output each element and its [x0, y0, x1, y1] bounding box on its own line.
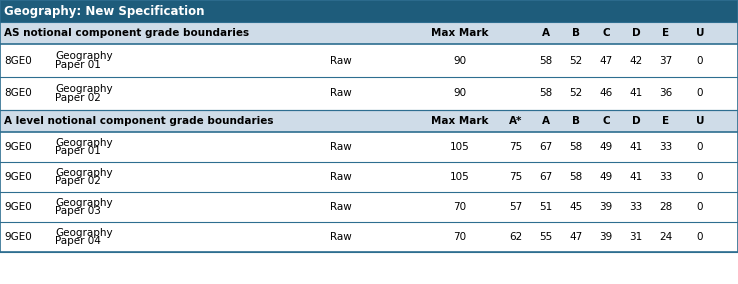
- Text: 41: 41: [630, 172, 643, 182]
- Text: Geography: New Specification: Geography: New Specification: [4, 5, 204, 18]
- Text: Paper 01: Paper 01: [55, 147, 101, 156]
- Bar: [0, 0, 738, 252]
- Text: 41: 41: [630, 142, 643, 152]
- Bar: [0, 162, 738, 192]
- Bar: [0, 0, 738, 22]
- Text: Raw: Raw: [330, 172, 352, 182]
- Text: AS notional component grade boundaries: AS notional component grade boundaries: [4, 28, 249, 38]
- Text: 33: 33: [659, 142, 672, 152]
- Text: 70: 70: [453, 232, 466, 242]
- Text: Max Mark: Max Mark: [431, 28, 489, 38]
- Text: Geography: Geography: [55, 227, 113, 237]
- Text: Paper 02: Paper 02: [55, 176, 101, 187]
- Text: A: A: [542, 28, 550, 38]
- Text: 75: 75: [509, 142, 523, 152]
- Text: 0: 0: [697, 55, 703, 66]
- Text: 46: 46: [599, 89, 613, 99]
- Text: D: D: [632, 116, 641, 126]
- Text: 33: 33: [630, 202, 643, 212]
- Bar: [0, 192, 738, 222]
- Text: B: B: [572, 28, 580, 38]
- Text: Raw: Raw: [330, 232, 352, 242]
- Text: 0: 0: [697, 202, 703, 212]
- Text: 36: 36: [659, 89, 672, 99]
- Text: 51: 51: [539, 202, 553, 212]
- Text: 39: 39: [599, 202, 613, 212]
- Text: 41: 41: [630, 89, 643, 99]
- Text: E: E: [663, 116, 669, 126]
- Bar: [0, 44, 738, 77]
- Text: U: U: [696, 28, 704, 38]
- Text: 0: 0: [697, 232, 703, 242]
- Text: 58: 58: [570, 172, 582, 182]
- Text: 105: 105: [450, 142, 470, 152]
- Text: 70: 70: [453, 202, 466, 212]
- Text: 105: 105: [450, 172, 470, 182]
- Text: 24: 24: [659, 232, 672, 242]
- Text: C: C: [602, 28, 610, 38]
- Text: 47: 47: [570, 232, 582, 242]
- Text: Geography: Geography: [55, 51, 113, 60]
- Text: Geography: Geography: [55, 83, 113, 93]
- Text: Paper 04: Paper 04: [55, 237, 101, 247]
- Bar: [0, 110, 738, 132]
- Text: 42: 42: [630, 55, 643, 66]
- Text: C: C: [602, 116, 610, 126]
- Text: D: D: [632, 28, 641, 38]
- Text: 39: 39: [599, 232, 613, 242]
- Bar: [0, 77, 738, 110]
- Text: 58: 58: [539, 89, 553, 99]
- Text: 90: 90: [453, 55, 466, 66]
- Text: A*: A*: [509, 116, 523, 126]
- Bar: [0, 132, 738, 162]
- Text: 57: 57: [509, 202, 523, 212]
- Text: 8GE0: 8GE0: [4, 89, 32, 99]
- Text: Paper 03: Paper 03: [55, 206, 101, 216]
- Text: Geography: Geography: [55, 197, 113, 208]
- Text: A: A: [542, 116, 550, 126]
- Text: 33: 33: [659, 172, 672, 182]
- Text: 45: 45: [570, 202, 582, 212]
- Text: Geography: Geography: [55, 168, 113, 178]
- Text: 90: 90: [453, 89, 466, 99]
- Text: Raw: Raw: [330, 202, 352, 212]
- Text: B: B: [572, 116, 580, 126]
- Text: Geography: Geography: [55, 137, 113, 147]
- Text: A level notional component grade boundaries: A level notional component grade boundar…: [4, 116, 274, 126]
- Text: 0: 0: [697, 142, 703, 152]
- Text: 62: 62: [509, 232, 523, 242]
- Text: U: U: [696, 116, 704, 126]
- Text: 31: 31: [630, 232, 643, 242]
- Text: 28: 28: [659, 202, 672, 212]
- Text: 9GE0: 9GE0: [4, 142, 32, 152]
- Text: 75: 75: [509, 172, 523, 182]
- Text: 8GE0: 8GE0: [4, 55, 32, 66]
- Text: 47: 47: [599, 55, 613, 66]
- Text: 37: 37: [659, 55, 672, 66]
- Text: 58: 58: [570, 142, 582, 152]
- Text: 49: 49: [599, 172, 613, 182]
- Bar: [0, 22, 738, 44]
- Text: 52: 52: [570, 55, 582, 66]
- Text: 0: 0: [697, 172, 703, 182]
- Text: 9GE0: 9GE0: [4, 202, 32, 212]
- Text: 49: 49: [599, 142, 613, 152]
- Text: E: E: [663, 28, 669, 38]
- Text: 52: 52: [570, 89, 582, 99]
- Text: 55: 55: [539, 232, 553, 242]
- Text: 9GE0: 9GE0: [4, 172, 32, 182]
- Bar: [0, 222, 738, 252]
- Text: 58: 58: [539, 55, 553, 66]
- Text: Paper 01: Paper 01: [55, 60, 101, 70]
- Text: Max Mark: Max Mark: [431, 116, 489, 126]
- Text: 9GE0: 9GE0: [4, 232, 32, 242]
- Text: Raw: Raw: [330, 142, 352, 152]
- Text: Raw: Raw: [330, 89, 352, 99]
- Text: 67: 67: [539, 142, 553, 152]
- Text: 67: 67: [539, 172, 553, 182]
- Text: 0: 0: [697, 89, 703, 99]
- Text: Paper 02: Paper 02: [55, 93, 101, 103]
- Text: Raw: Raw: [330, 55, 352, 66]
